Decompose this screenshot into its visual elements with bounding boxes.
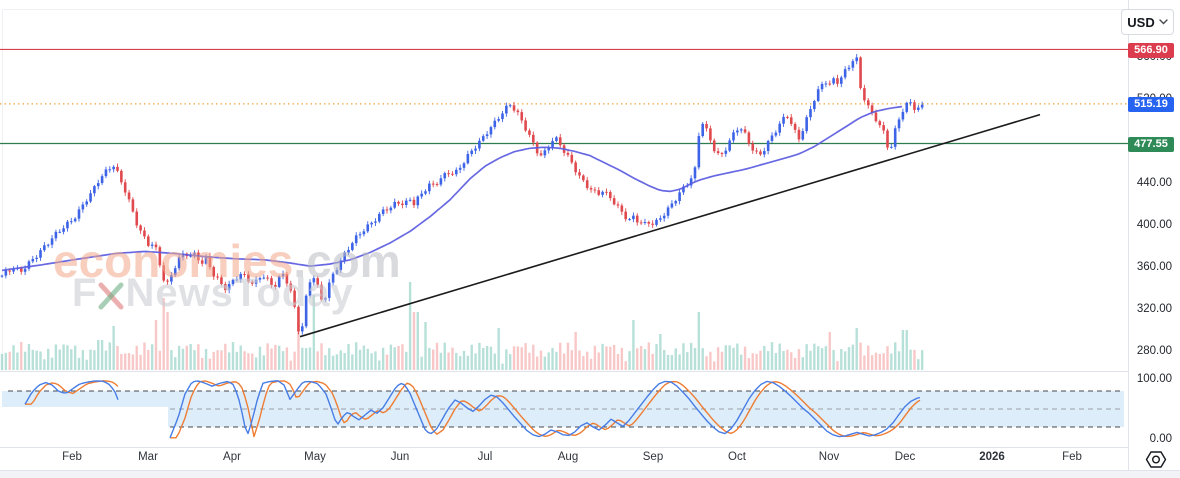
time-axis-label: Nov bbox=[818, 451, 840, 463]
time-axis-label: May bbox=[304, 451, 326, 463]
price-tick-label: 280.00 bbox=[1136, 345, 1172, 357]
time-axis-label: Apr bbox=[223, 451, 241, 463]
economies-logo-icon[interactable] bbox=[1145, 450, 1167, 469]
stochastic-pane bbox=[2, 380, 1124, 439]
time-axis-label: Aug bbox=[557, 451, 579, 463]
volume-bars bbox=[0, 282, 924, 370]
price-level-tag: 566.90 bbox=[1128, 42, 1174, 58]
bottom-strip bbox=[0, 470, 1180, 478]
candles bbox=[0, 54, 924, 335]
stoch-k-line bbox=[169, 380, 921, 439]
price-tick-label: 320.00 bbox=[1136, 303, 1172, 315]
time-axis-label: Sep bbox=[642, 451, 664, 463]
ascending-trendline bbox=[299, 113, 1041, 338]
time-axis-label: Jul bbox=[477, 451, 493, 463]
time-axis-label: Oct bbox=[728, 451, 746, 463]
stoch-band-left bbox=[2, 391, 168, 407]
time-axis-label: Dec bbox=[894, 451, 916, 463]
price-tick-label: 360.00 bbox=[1136, 261, 1172, 273]
price-tick-label: 440.00 bbox=[1136, 177, 1172, 189]
price-level-tag: 477.55 bbox=[1128, 136, 1174, 152]
price-tick-label: 400.00 bbox=[1136, 219, 1172, 231]
stoch-k-line bbox=[24, 380, 119, 405]
time-axis-label: 2026 bbox=[979, 451, 1005, 463]
time-axis-label: Feb bbox=[62, 451, 82, 463]
currency-selector-button[interactable]: USD bbox=[1121, 9, 1174, 35]
chevron-down-icon bbox=[1159, 19, 1168, 25]
price-tick-label: 0.00 bbox=[1149, 433, 1172, 445]
price-level-tag: 515.19 bbox=[1128, 96, 1174, 112]
currency-selector-label: USD bbox=[1127, 14, 1155, 30]
time-axis-label: Feb bbox=[1062, 451, 1082, 463]
time-axis-label: Jun bbox=[390, 451, 410, 463]
price-tick-label: 100.00 bbox=[1136, 373, 1172, 385]
moving-average-line bbox=[1, 105, 903, 272]
stoch-d-line bbox=[170, 380, 921, 439]
time-axis-label: Mar bbox=[138, 451, 158, 463]
